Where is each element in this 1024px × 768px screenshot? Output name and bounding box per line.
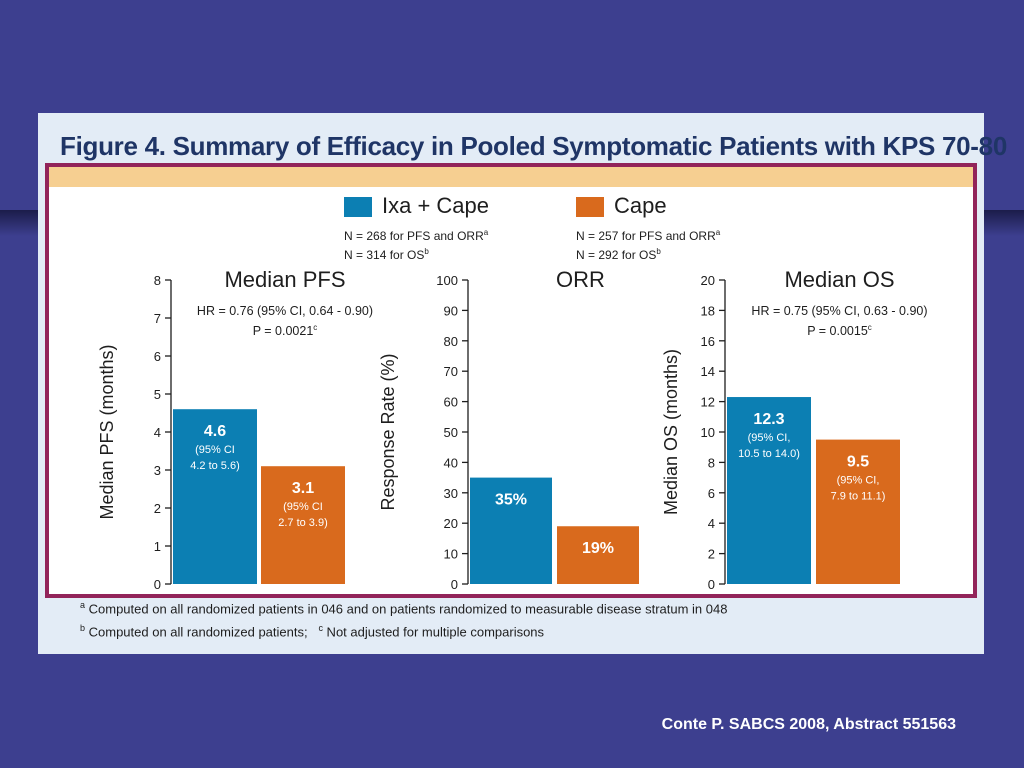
y-tick-label: 8 [708, 455, 715, 470]
bar-value-label: 9.5 [847, 454, 869, 471]
panel-header-band [49, 167, 973, 187]
y-tick-label: 5 [154, 387, 161, 402]
bar-ci-label: (95% CI [195, 444, 235, 456]
bar [261, 466, 345, 584]
bar [470, 477, 552, 584]
bar-value-label: 35% [495, 492, 527, 509]
y-tick-label: 2 [708, 547, 715, 562]
chart-title: Median PFS [224, 267, 345, 292]
legend-label-ixa-cape: Ixa + Cape [382, 193, 490, 218]
legend-note-os-ixa: N = 314 for OSb [344, 247, 429, 262]
y-tick-label: 3 [154, 463, 161, 478]
y-tick-label: 16 [701, 334, 715, 349]
y-tick-label: 30 [444, 486, 458, 501]
legend-swatch-cape [576, 197, 604, 217]
footnote-a: a Computed on all randomized patients in… [80, 600, 728, 617]
y-tick-label: 50 [444, 425, 458, 440]
y-tick-label: 7 [154, 311, 161, 326]
y-tick-label: 20 [444, 516, 458, 531]
hazard-ratio-text: HR = 0.75 (95% CI, 0.63 - 0.90) [751, 304, 927, 318]
y-tick-label: 20 [701, 273, 715, 288]
bar [173, 409, 257, 584]
y-axis-label: Response Rate (%) [378, 353, 398, 510]
y-tick-label: 4 [708, 516, 715, 531]
y-tick-label: 70 [444, 364, 458, 379]
y-tick-label: 0 [154, 577, 161, 592]
footnotes: a Computed on all randomized patients in… [80, 600, 727, 647]
bar-value-label: 19% [582, 540, 614, 557]
bar-value-label: 3.1 [292, 480, 314, 497]
bar-ci-label: (95% CI, [837, 475, 880, 487]
legend-note-pfs-orr-cape: N = 257 for PFS and ORRa [576, 228, 721, 243]
y-axis-label: Median PFS (months) [97, 344, 117, 519]
chart-title: ORR [556, 267, 605, 292]
y-axis-label: Median OS (months) [661, 349, 681, 515]
y-tick-label: 10 [444, 547, 458, 562]
figure-panel: Figure 4. Summary of Efficacy in Pooled … [38, 113, 1007, 654]
bar [816, 439, 900, 584]
y-tick-label: 2 [154, 501, 161, 516]
y-tick-label: 12 [701, 395, 715, 410]
y-tick-label: 80 [444, 334, 458, 349]
y-tick-label: 14 [701, 364, 715, 379]
bar [557, 526, 639, 584]
bar-ci-label: 4.2 to 5.6) [190, 460, 240, 472]
y-tick-label: 6 [154, 349, 161, 364]
legend-note-pfs-orr-ixa: N = 268 for PFS and ORRa [344, 228, 489, 243]
right-edge-shadow [984, 210, 1024, 236]
y-tick-label: 0 [451, 577, 458, 592]
y-tick-label: 60 [444, 395, 458, 410]
chart-panel: Ixa + Cape N = 268 for PFS and ORRa N = … [45, 163, 977, 598]
bar-ci-label: 7.9 to 11.1) [831, 491, 886, 503]
bar-ci-label: (95% CI [283, 501, 323, 513]
y-tick-label: 0 [708, 577, 715, 592]
y-tick-label: 8 [154, 273, 161, 288]
figure-title: Figure 4. Summary of Efficacy in Pooled … [60, 131, 1007, 161]
bar-ci-label: 2.7 to 3.9) [278, 517, 328, 529]
bar [727, 397, 811, 584]
bar-ci-label: (95% CI, [748, 432, 791, 444]
citation: Conte P. SABCS 2008, Abstract 551563 [661, 716, 956, 733]
y-tick-label: 90 [444, 303, 458, 318]
chart-title: Median OS [784, 267, 894, 292]
bar-value-label: 12.3 [753, 411, 784, 428]
y-tick-label: 4 [154, 425, 161, 440]
footnote-b-c: b Computed on all randomized patients; c… [80, 623, 545, 640]
bar-value-label: 4.6 [204, 423, 226, 440]
p-value-text: P = 0.0021c [253, 323, 318, 338]
y-tick-label: 10 [701, 425, 715, 440]
hazard-ratio-text: HR = 0.76 (95% CI, 0.64 - 0.90) [197, 304, 373, 318]
legend-note-os-cape: N = 292 for OSb [576, 247, 661, 262]
legend-swatch-ixa-cape [344, 197, 372, 217]
y-tick-label: 40 [444, 455, 458, 470]
p-value-text: P = 0.0015c [807, 323, 872, 338]
y-tick-label: 18 [701, 303, 715, 318]
y-tick-label: 100 [436, 273, 458, 288]
y-tick-label: 1 [154, 539, 161, 554]
left-edge-shadow [0, 210, 38, 236]
bar-ci-label: 10.5 to 14.0) [738, 448, 800, 460]
y-tick-label: 6 [708, 486, 715, 501]
legend-label-cape: Cape [614, 193, 667, 218]
